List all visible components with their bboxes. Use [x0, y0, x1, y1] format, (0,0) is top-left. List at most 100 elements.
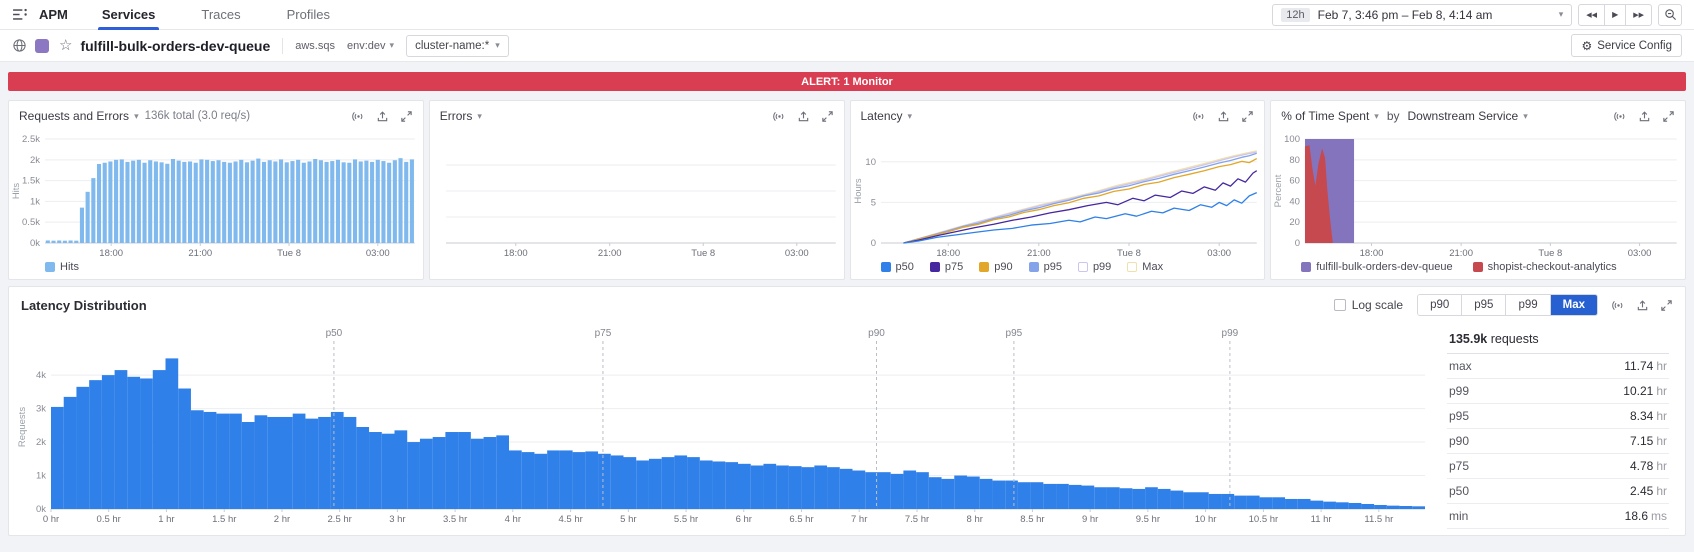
- export-icon[interactable]: [1638, 110, 1651, 123]
- svg-text:Tue 8: Tue 8: [1539, 248, 1563, 259]
- panel-latency: Latency ▾ 0 5 10 18:00 21:00 Tue 8 03:00 Hours …: [849, 100, 1266, 280]
- legend-swatch: [1077, 262, 1088, 272]
- skip-forward-button[interactable]: ▶▶: [1625, 4, 1651, 25]
- requests-chart[interactable]: 0k 0.5k 1k 1.5k 2k 2.5k 18:00 21:00 Tue 8 03:00 Hi…: [9, 131, 423, 259]
- alert-banner[interactable]: ALERT: 1 Monitor: [8, 72, 1686, 91]
- legend-item[interactable]: p75: [929, 261, 963, 273]
- percentile-button-p90[interactable]: p90: [1418, 295, 1462, 315]
- tag-aws-sqs: aws.sqs: [295, 39, 335, 52]
- svg-text:20: 20: [1290, 217, 1301, 228]
- service-title: fulfill-bulk-orders-dev-queue: [80, 37, 271, 54]
- alert-text: ALERT: 1 Monitor: [801, 75, 893, 88]
- expand-icon[interactable]: [1241, 110, 1254, 123]
- favorite-star-icon[interactable]: ☆: [59, 37, 73, 54]
- log-scale-toggle[interactable]: Log scale: [1333, 298, 1403, 312]
- zoom-out-button[interactable]: [1658, 3, 1682, 26]
- monitor-icon[interactable]: [1193, 110, 1206, 123]
- monitor-icon[interactable]: [772, 110, 786, 123]
- svg-text:03:00: 03:00: [366, 248, 390, 259]
- svg-text:1k: 1k: [30, 196, 40, 207]
- svg-text:4k: 4k: [36, 370, 46, 381]
- svg-text:0k: 0k: [36, 504, 46, 515]
- svg-text:p99: p99: [1222, 328, 1239, 339]
- svg-text:2.5 hr: 2.5 hr: [328, 514, 352, 525]
- svg-text:21:00: 21:00: [188, 248, 212, 259]
- percentile-button-p99[interactable]: p99: [1505, 295, 1550, 315]
- svg-text:9.5 hr: 9.5 hr: [1136, 514, 1160, 525]
- export-icon[interactable]: [1636, 299, 1649, 312]
- cluster-name-filter[interactable]: cluster-name:* ▾: [406, 34, 509, 57]
- stat-row-p95: p95 8.34 hr: [1447, 404, 1669, 429]
- errors-legend: [430, 259, 844, 279]
- legend-item[interactable]: p90: [979, 261, 1013, 273]
- service-config-button[interactable]: ⚙ Service Config: [1571, 34, 1682, 57]
- svg-text:Percent: Percent: [1273, 174, 1284, 207]
- tab-traces[interactable]: Traces: [201, 7, 241, 22]
- chevron-down-icon: ▾: [1558, 9, 1564, 19]
- svg-text:03:00: 03:00: [1207, 248, 1231, 259]
- latency-chart-title-dropdown[interactable]: Latency ▾: [861, 109, 913, 123]
- percentile-button-max[interactable]: Max: [1549, 295, 1597, 315]
- breakdown-dropdown[interactable]: Downstream Service ▾: [1408, 109, 1528, 123]
- svg-text:p50: p50: [326, 328, 343, 339]
- latency-chart-title: Latency: [860, 109, 903, 123]
- time-range-picker[interactable]: 12h Feb 7, 3:46 pm – Feb 8, 4:14 am ▾: [1272, 3, 1573, 26]
- svg-text:11.5 hr: 11.5 hr: [1364, 514, 1393, 525]
- monitor-icon[interactable]: [352, 110, 365, 123]
- latency-chart[interactable]: 0 5 10 18:00 21:00 Tue 8 03:00 Hours: [851, 131, 1265, 259]
- requests-chart-title-dropdown[interactable]: Requests and Errors ▾: [19, 109, 139, 123]
- apm-menu-icon[interactable]: [12, 8, 29, 21]
- svg-text:p75: p75: [595, 328, 612, 339]
- divider: [282, 37, 284, 54]
- nav-tabs: Services Traces Profiles: [97, 0, 330, 30]
- latency-distribution-chart[interactable]: 0k 1k 2k 3k 4k 0 hr 0.5 hr 1 hr 1.5 hr 2 hr 2.5 hr…: [15, 325, 1433, 525]
- expand-icon[interactable]: [400, 110, 413, 123]
- playback-controls: ◀◀ ▶ ▶▶: [1578, 3, 1652, 26]
- svg-text:21:00: 21:00: [598, 248, 622, 259]
- svg-text:5.5 hr: 5.5 hr: [674, 514, 698, 525]
- distribution-stats: 135.9k requests max 11.74 hr p99 10.21 hr p95 8…: [1433, 325, 1685, 529]
- time-shortcut-badge: 12h: [1281, 7, 1310, 22]
- panel-errors: Errors ▾ 18:00 21:00 Tue 8 03:00: [428, 100, 845, 280]
- stat-row-p50: p50 2.45 hr: [1447, 479, 1669, 504]
- requests-total-suffix: requests: [1490, 332, 1539, 346]
- svg-text:5: 5: [870, 197, 875, 208]
- export-icon[interactable]: [1217, 110, 1230, 123]
- legend-item[interactable]: Hits: [45, 261, 79, 273]
- log-scale-checkbox[interactable]: [1333, 299, 1346, 311]
- export-icon[interactable]: [797, 110, 810, 123]
- gear-icon: ⚙: [1581, 38, 1593, 53]
- by-label: by: [1386, 109, 1400, 123]
- tag-env-dev[interactable]: env:dev ▾: [347, 40, 394, 52]
- tab-services[interactable]: Services: [97, 0, 159, 30]
- svg-text:5 hr: 5 hr: [620, 514, 636, 525]
- legend-item[interactable]: p95: [1028, 261, 1062, 273]
- svg-text:80: 80: [1290, 155, 1301, 166]
- errors-chart-title-dropdown[interactable]: Errors ▾: [440, 109, 482, 123]
- svg-text:6.5 hr: 6.5 hr: [789, 514, 813, 525]
- tab-profiles[interactable]: Profiles: [286, 7, 330, 22]
- legend-item[interactable]: Max: [1127, 261, 1163, 273]
- expand-icon[interactable]: [821, 110, 834, 123]
- play-button[interactable]: ▶: [1604, 4, 1625, 25]
- svg-text:4.5 hr: 4.5 hr: [558, 514, 582, 525]
- monitor-icon[interactable]: [1614, 110, 1627, 123]
- legend-item[interactable]: p99: [1077, 261, 1111, 273]
- legend-item[interactable]: p50: [880, 261, 914, 273]
- legend-swatch: [1127, 262, 1138, 272]
- svg-text:18:00: 18:00: [936, 248, 960, 259]
- expand-icon[interactable]: [1660, 299, 1673, 312]
- skip-back-button[interactable]: ◀◀: [1586, 11, 1598, 19]
- expand-icon[interactable]: [1662, 110, 1675, 123]
- legend-item[interactable]: shopist-checkout-analytics: [1472, 261, 1617, 273]
- time-spent-title-dropdown[interactable]: % of Time Spent ▾: [1281, 109, 1379, 123]
- legend-swatch: [880, 262, 891, 272]
- errors-chart[interactable]: 18:00 21:00 Tue 8 03:00: [430, 131, 844, 259]
- time-spent-chart[interactable]: 0 20 40 60 80 100 18:00 21:00 Tue 8 03:00 Percent: [1271, 131, 1685, 259]
- legend-item[interactable]: fulfill-bulk-orders-dev-queue: [1301, 261, 1453, 273]
- monitor-icon[interactable]: [1612, 299, 1625, 312]
- svg-text:Tue 8: Tue 8: [277, 248, 301, 259]
- stat-row-min: min 18.6 ms: [1447, 504, 1669, 529]
- export-icon[interactable]: [376, 110, 389, 123]
- percentile-button-p95[interactable]: p95: [1461, 295, 1506, 315]
